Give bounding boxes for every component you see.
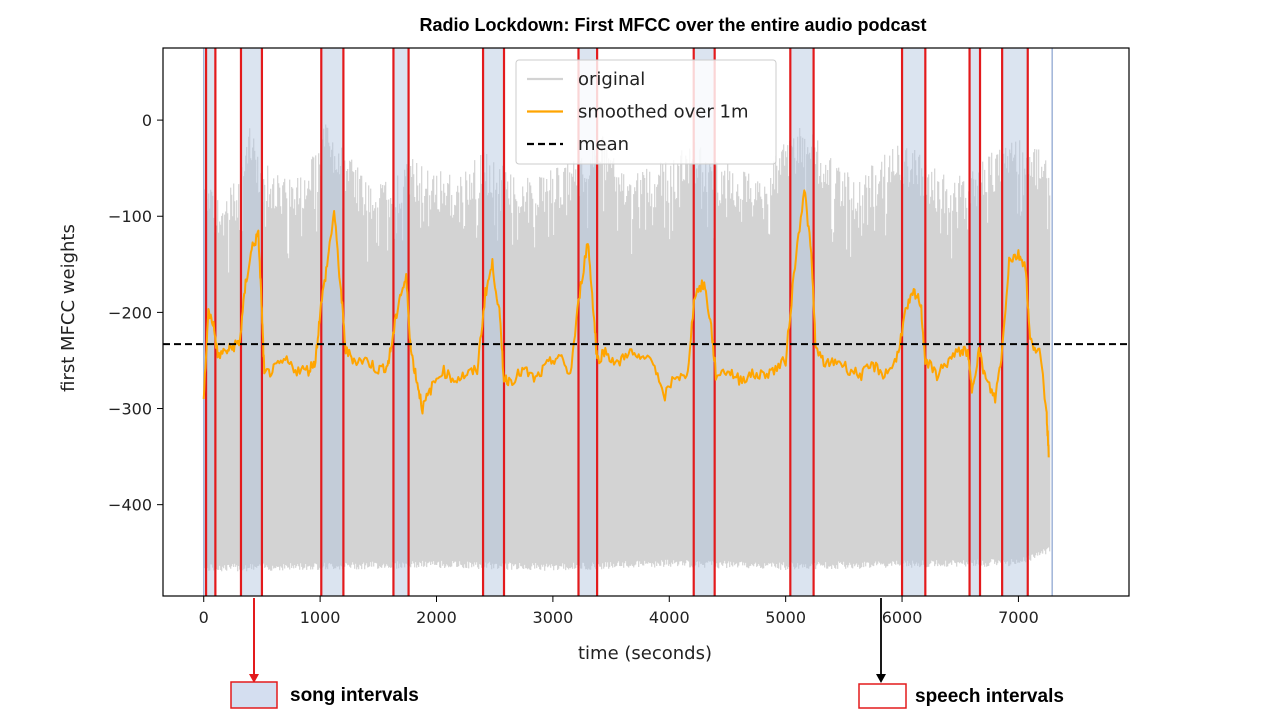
y-tick-label: −400 xyxy=(108,496,152,515)
x-tick-label: 3000 xyxy=(533,608,574,627)
song-legend-swatch xyxy=(230,681,278,709)
song-interval-band xyxy=(790,48,814,596)
plot-area xyxy=(163,48,1129,596)
x-tick-label: 0 xyxy=(199,608,209,627)
song-interval-band xyxy=(240,48,262,596)
x-axis-label: time (seconds) xyxy=(578,643,712,664)
song-interval-band xyxy=(693,48,715,596)
legend-box xyxy=(515,59,777,165)
legend: original smoothed over 1m mean xyxy=(515,59,777,165)
song-interval-band xyxy=(578,48,598,596)
y-tick-label: −300 xyxy=(108,400,152,419)
y-tick-label: 0 xyxy=(142,111,152,130)
chart-title: Radio Lockdown: First MFCC over the enti… xyxy=(419,15,926,35)
song-interval-band xyxy=(902,48,926,596)
y-axis-label: first MFCC weights xyxy=(58,224,79,392)
speech-legend-swatch xyxy=(858,683,907,709)
speech-arrow-head xyxy=(876,674,886,683)
song-interval-band xyxy=(969,48,981,596)
x-tick-label: 1000 xyxy=(300,608,341,627)
axes: 0 1000 2000 3000 4000 5000 6000 7000 0 −100 −200 −3… xyxy=(108,47,1130,627)
y-tick-label: −200 xyxy=(108,303,152,322)
song-arrow-head xyxy=(249,674,259,683)
plot-content xyxy=(163,48,1129,596)
song-interval-band xyxy=(1002,48,1028,596)
smoothed-series-line xyxy=(202,189,1050,458)
x-tick-label: 7000 xyxy=(998,608,1039,627)
plot-frame xyxy=(162,47,1130,597)
speech-intervals-label: speech intervals xyxy=(915,686,1064,707)
x-tick-label: 2000 xyxy=(416,608,457,627)
legend-entry-label: original xyxy=(578,69,645,90)
annotations: song intervals speech intervals xyxy=(230,598,1064,709)
legend-entry-label: smoothed over 1m xyxy=(578,102,748,123)
x-tick-label: 4000 xyxy=(649,608,690,627)
song-interval-band xyxy=(206,48,216,596)
x-tick-label: 6000 xyxy=(882,608,923,627)
legend-entry-label: mean xyxy=(578,134,629,155)
song-intervals-label: song intervals xyxy=(290,685,419,706)
y-tick-label: −100 xyxy=(108,207,152,226)
song-interval-band xyxy=(483,48,505,596)
song-interval-band xyxy=(321,48,344,596)
song-interval-band xyxy=(393,48,409,596)
x-tick-label: 5000 xyxy=(765,608,806,627)
